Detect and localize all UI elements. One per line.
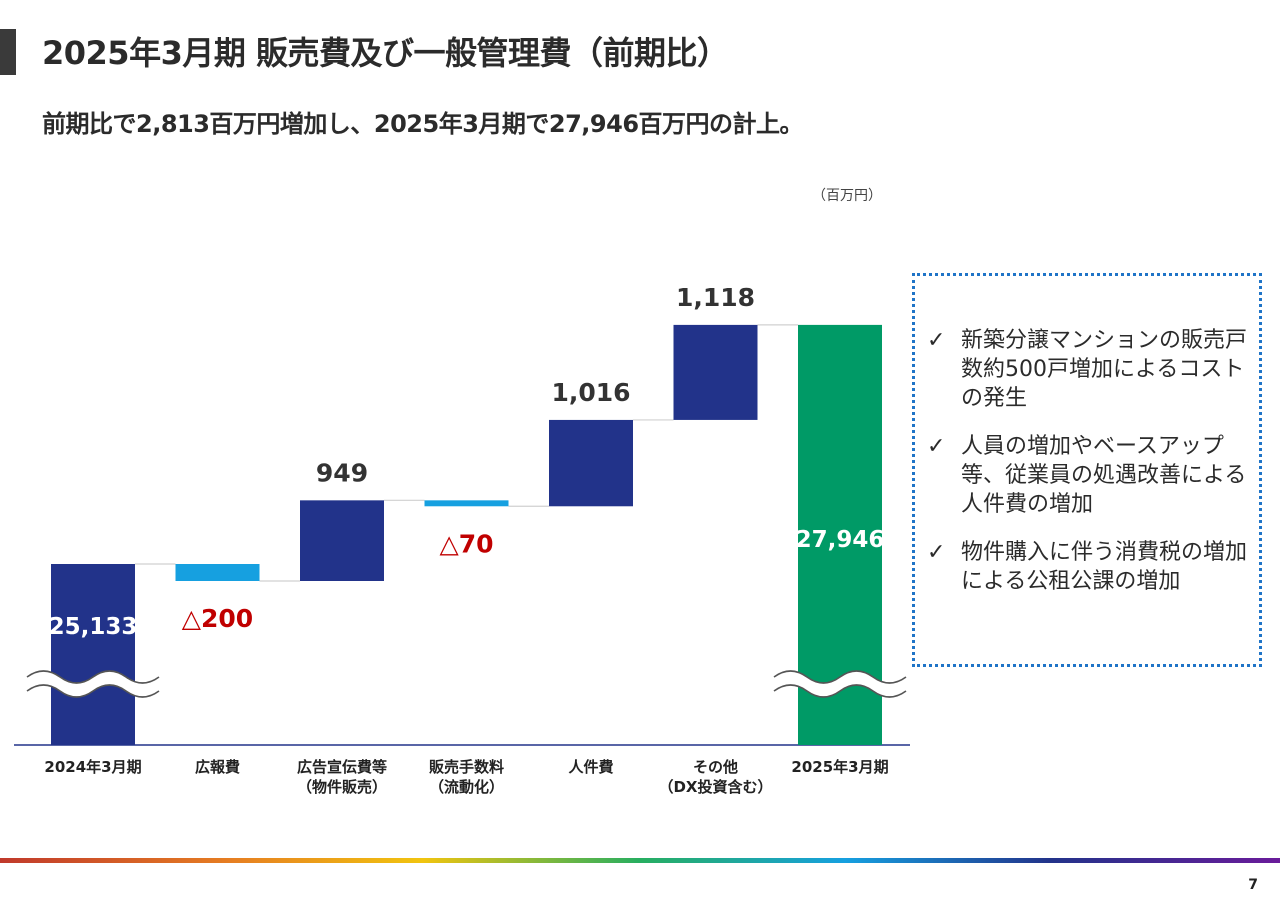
- value-label: 1,118: [676, 283, 755, 312]
- note-item: ✓ 人員の増加やベースアップ等、従業員の処遇改善による人件費の増加: [927, 432, 1247, 519]
- page-subtitle: 前期比で2,813百万円増加し、2025年3月期で27,946百万円の計上。: [42, 110, 804, 138]
- notes-box: ✓ 新築分譲マンションの販売戸数約500戸増加によるコストの発生 ✓ 人員の増加…: [912, 273, 1262, 667]
- note-item: ✓ 物件購入に伴う消費税の増加による公租公課の増加: [927, 538, 1247, 596]
- note-text: 新築分譲マンションの販売戸数約500戸増加によるコストの発生: [961, 328, 1248, 411]
- rainbow-footer-line: [0, 858, 1280, 863]
- note-item: ✓ 新築分譲マンションの販売戸数約500戸増加によるコストの発生: [927, 326, 1247, 413]
- bar-0: [51, 564, 135, 745]
- value-label: 949: [316, 458, 368, 487]
- axis-break-wave: [26, 684, 160, 698]
- title-accent-bar: [0, 29, 16, 75]
- page-title: 2025年3月期 販売費及び一般管理費（前期比）: [42, 34, 729, 72]
- category-label: （DX投資含む）: [658, 778, 772, 796]
- value-label: △200: [182, 604, 253, 633]
- page-number: 7: [1248, 877, 1258, 893]
- value-label: △70: [439, 529, 493, 558]
- value-label: 1,016: [551, 378, 630, 407]
- bar-4: [549, 419, 633, 507]
- unit-label: （百万円）: [812, 188, 882, 204]
- category-label: 広告宣伝費等: [297, 758, 387, 776]
- axis-break-wave: [773, 684, 907, 698]
- value-label: 25,133: [49, 614, 138, 640]
- bar-3: [424, 500, 509, 507]
- category-label: 人件費: [568, 758, 613, 776]
- bar-1: [175, 564, 260, 581]
- axis-break-wave: [26, 670, 160, 684]
- bar-5: [673, 324, 758, 420]
- axis-break-wave: [773, 670, 907, 684]
- bar-2: [300, 500, 384, 581]
- waterfall-chart: 25,133 2024年3月期 △200 広報費 949 広告宣伝費等 （物件販売） △70 販…: [14, 283, 910, 796]
- category-label: （物件販売）: [297, 778, 387, 796]
- check-icon: ✓: [927, 434, 946, 459]
- note-text: 物件購入に伴う消費税の増加による公租公課の増加: [961, 540, 1248, 594]
- value-label: 27,946: [796, 527, 885, 553]
- note-text: 人員の増加やベースアップ等、従業員の処遇改善による人件費の増加: [961, 434, 1247, 517]
- check-icon: ✓: [927, 328, 946, 353]
- category-label: 2024年3月期: [44, 758, 141, 776]
- category-label: （流動化）: [429, 778, 504, 796]
- category-label: 広報費: [195, 758, 240, 776]
- category-label: 2025年3月期: [791, 758, 888, 776]
- check-icon: ✓: [927, 540, 946, 565]
- category-label: その他: [693, 758, 738, 776]
- category-label: 販売手数料: [429, 758, 504, 776]
